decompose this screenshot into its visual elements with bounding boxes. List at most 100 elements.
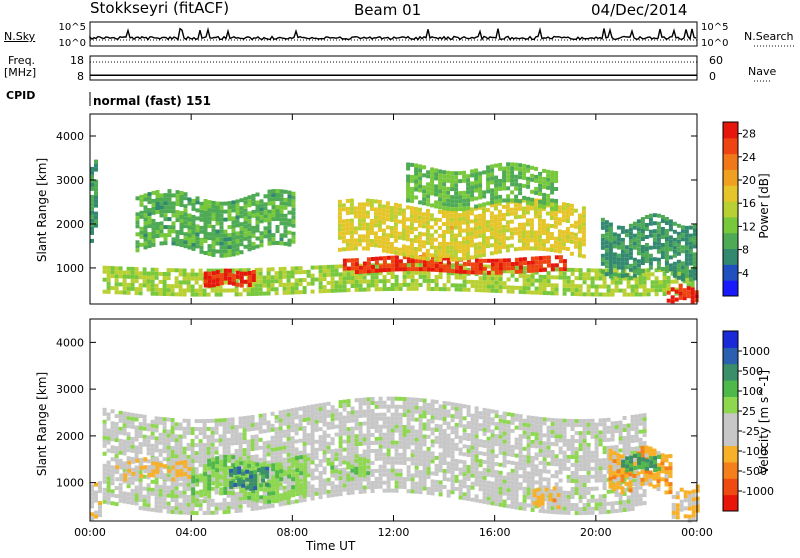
heatmap-cell bbox=[220, 254, 224, 258]
heatmap-cell bbox=[471, 430, 475, 434]
heatmap-cell bbox=[439, 268, 443, 272]
heatmap-cell bbox=[371, 421, 375, 425]
heatmap-cell bbox=[446, 175, 450, 179]
heatmap-cell bbox=[123, 275, 127, 279]
heatmap-cell bbox=[447, 279, 451, 283]
heatmap-cell bbox=[299, 270, 303, 274]
heatmap-cell bbox=[175, 498, 179, 502]
heatmap-cell bbox=[693, 236, 697, 240]
heatmap-cell bbox=[183, 499, 187, 503]
heatmap-cell bbox=[199, 427, 203, 431]
heatmap-cell bbox=[563, 263, 567, 267]
heatmap-cell bbox=[220, 234, 224, 238]
heatmap-cell bbox=[483, 468, 487, 472]
heatmap-cell bbox=[523, 427, 527, 431]
heatmap-cell bbox=[299, 499, 303, 503]
heatmap-cell bbox=[563, 443, 567, 447]
heatmap-cell bbox=[168, 197, 172, 201]
heatmap-cell bbox=[555, 275, 559, 279]
heatmap-cell bbox=[527, 427, 531, 431]
heatmap-cell bbox=[148, 212, 152, 216]
heatmap-cell bbox=[375, 481, 379, 485]
heatmap-cell bbox=[184, 212, 188, 216]
heatmap-cell bbox=[291, 412, 295, 416]
heatmap-cell bbox=[575, 292, 579, 296]
heatmap-cell bbox=[531, 440, 535, 444]
heatmap-cell bbox=[407, 441, 411, 445]
heatmap-cell bbox=[362, 246, 366, 250]
heatmap-cell bbox=[311, 417, 315, 421]
heatmap-cell bbox=[575, 439, 579, 443]
heatmap-cell bbox=[379, 437, 383, 441]
heatmap-cell bbox=[502, 241, 506, 245]
heatmap-cell bbox=[442, 254, 446, 258]
heatmap-cell bbox=[407, 437, 411, 441]
heatmap-cell bbox=[459, 284, 463, 288]
heatmap-cell bbox=[347, 411, 351, 415]
heatmap-cell bbox=[483, 492, 487, 496]
heatmap-cell bbox=[395, 429, 399, 433]
heatmap-cell bbox=[515, 502, 519, 506]
heatmap-cell bbox=[383, 279, 387, 283]
heatmap-cell bbox=[522, 247, 526, 251]
heatmap-cell bbox=[107, 274, 111, 278]
heatmap-cell bbox=[426, 182, 430, 186]
heatmap-cell bbox=[292, 224, 296, 228]
heatmap-cell bbox=[163, 449, 167, 453]
heatmap-cell bbox=[563, 459, 567, 463]
heatmap-cell bbox=[447, 269, 451, 273]
heatmap-cell bbox=[470, 197, 474, 201]
heatmap-cell bbox=[167, 284, 171, 288]
heatmap-cell bbox=[443, 417, 447, 421]
heatmap-cell bbox=[669, 263, 673, 267]
heatmap-cell bbox=[243, 416, 247, 420]
heatmap-cell bbox=[287, 417, 291, 421]
heatmap-cell bbox=[371, 473, 375, 477]
heatmap-cell bbox=[399, 405, 403, 409]
heatmap-cell bbox=[663, 284, 667, 288]
heatmap-cell bbox=[203, 427, 207, 431]
heatmap-cell bbox=[378, 212, 382, 216]
heatmap-cell bbox=[431, 279, 435, 283]
heatmap-cell bbox=[90, 183, 94, 187]
heatmap-cell bbox=[211, 487, 215, 491]
heatmap-cell bbox=[176, 194, 180, 198]
heatmap-cell bbox=[499, 259, 503, 263]
heatmap-cell bbox=[546, 198, 550, 202]
heatmap-cell bbox=[467, 433, 471, 437]
heatmap-cell bbox=[431, 268, 435, 272]
heatmap-cell bbox=[538, 172, 542, 176]
heatmap-cell bbox=[355, 266, 359, 270]
heatmap-cell bbox=[115, 454, 119, 458]
heatmap-cell bbox=[263, 421, 267, 425]
heatmap-cell bbox=[629, 276, 633, 280]
heatmap-cell bbox=[204, 239, 208, 243]
heatmap-cell bbox=[543, 287, 547, 291]
heatmap-cell bbox=[518, 163, 522, 167]
heatmap-cell bbox=[171, 482, 175, 486]
heatmap-cell bbox=[499, 263, 503, 267]
heatmap-cell bbox=[295, 266, 299, 270]
heatmap-cell bbox=[519, 262, 523, 266]
heatmap-cell bbox=[267, 284, 271, 288]
heatmap-cell bbox=[507, 492, 511, 496]
heatmap-cell bbox=[431, 455, 435, 459]
heatmap-cell bbox=[503, 428, 507, 432]
heatmap-cell bbox=[311, 437, 315, 441]
heatmap-cell bbox=[519, 474, 523, 478]
heatmap-cell bbox=[223, 442, 227, 446]
heatmap-cell bbox=[228, 205, 232, 209]
heatmap-cell bbox=[558, 237, 562, 241]
heatmap-cell bbox=[651, 284, 655, 288]
heatmap-cell bbox=[442, 194, 446, 198]
heatmap-cell bbox=[479, 475, 483, 479]
heatmap-cell bbox=[287, 429, 291, 433]
heatmap-cell bbox=[287, 501, 291, 505]
heatmap-cell bbox=[503, 460, 507, 464]
heatmap-cell bbox=[665, 229, 669, 233]
heatmap-cell bbox=[228, 269, 232, 273]
heatmap-cell bbox=[335, 285, 339, 289]
heatmap-cell bbox=[665, 265, 669, 269]
heatmap-cell bbox=[530, 234, 534, 238]
heatmap-cell bbox=[228, 241, 232, 245]
